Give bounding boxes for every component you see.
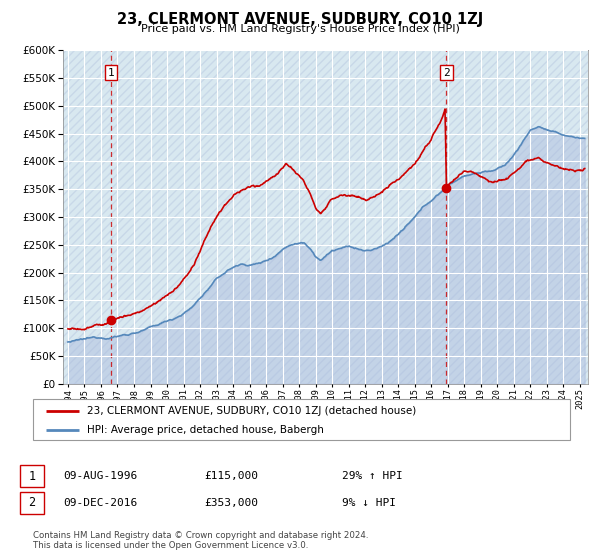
Text: £353,000: £353,000 <box>204 498 258 508</box>
Text: 09-DEC-2016: 09-DEC-2016 <box>63 498 137 508</box>
Text: 23, CLERMONT AVENUE, SUDBURY, CO10 1ZJ (detached house): 23, CLERMONT AVENUE, SUDBURY, CO10 1ZJ (… <box>87 405 416 416</box>
Text: This data is licensed under the Open Government Licence v3.0.: This data is licensed under the Open Gov… <box>33 541 308 550</box>
Text: 1: 1 <box>108 68 115 78</box>
Text: £115,000: £115,000 <box>204 471 258 481</box>
Text: Contains HM Land Registry data © Crown copyright and database right 2024.: Contains HM Land Registry data © Crown c… <box>33 531 368 540</box>
Text: HPI: Average price, detached house, Babergh: HPI: Average price, detached house, Babe… <box>87 424 323 435</box>
Text: 2: 2 <box>443 68 450 78</box>
Text: 9% ↓ HPI: 9% ↓ HPI <box>342 498 396 508</box>
Text: 29% ↑ HPI: 29% ↑ HPI <box>342 471 403 481</box>
Text: 1: 1 <box>28 469 35 483</box>
Text: 2: 2 <box>28 496 35 510</box>
Text: 09-AUG-1996: 09-AUG-1996 <box>63 471 137 481</box>
Text: 23, CLERMONT AVENUE, SUDBURY, CO10 1ZJ: 23, CLERMONT AVENUE, SUDBURY, CO10 1ZJ <box>117 12 483 27</box>
Text: Price paid vs. HM Land Registry's House Price Index (HPI): Price paid vs. HM Land Registry's House … <box>140 24 460 34</box>
